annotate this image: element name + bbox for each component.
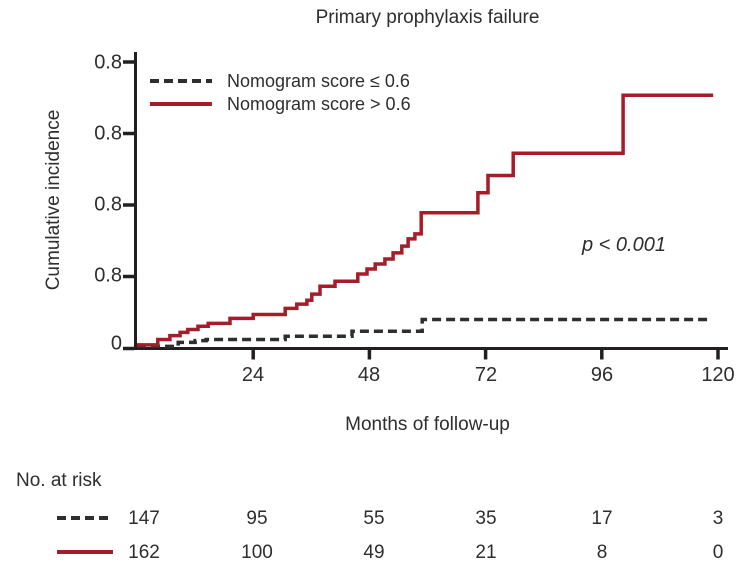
risk-count: 8 (596, 542, 608, 563)
risk-count: 162 (128, 542, 160, 563)
legend-item-score-le-0.6: Nomogram score ≤ 0.6 (150, 70, 410, 92)
risk-count: 95 (246, 508, 268, 529)
risk-count: 17 (591, 508, 613, 529)
x-tick-label: 120 (701, 364, 735, 386)
legend-item-score-gt-0.6: Nomogram score > 0.6 (150, 93, 411, 115)
solid-line-swatch (57, 550, 113, 554)
p-value-annotation: p < 0.001 (582, 234, 666, 256)
y-tick-label: 0.8 (94, 264, 122, 287)
risk-count: 21 (475, 542, 497, 563)
risk-table-heading: No. at risk (16, 470, 102, 491)
series-dashed-curve (137, 317, 710, 349)
risk-count: 35 (475, 508, 497, 529)
y-tick-label: 0.8 (94, 122, 122, 145)
y-tick-label: 0.8 (94, 51, 122, 74)
dashed-line-swatch (57, 516, 113, 520)
risk-count: 0 (712, 542, 724, 563)
x-tick-label: 24 (241, 364, 265, 386)
risk-count: 147 (128, 508, 160, 529)
legend-label: Nomogram score ≤ 0.6 (227, 70, 410, 91)
risk-count: 100 (241, 542, 273, 563)
y-tick-label: 0.8 (94, 193, 122, 216)
solid-line-swatch (150, 102, 212, 106)
x-tick-label: 72 (474, 364, 498, 386)
y-tick-label: 0 (110, 332, 122, 355)
dashed-line-swatch (150, 79, 212, 83)
chart-title: Primary prophylaxis failure (315, 7, 540, 28)
legend-label: Nomogram score > 0.6 (227, 93, 411, 114)
x-tick-label: 48 (357, 364, 381, 386)
risk-count: 3 (712, 508, 724, 529)
x-tick-label: 96 (590, 364, 614, 386)
risk-count: 49 (363, 542, 385, 563)
x-axis-label: Months of follow-up (345, 414, 510, 435)
series-solid-curve (137, 93, 714, 347)
risk-count: 55 (363, 508, 385, 529)
